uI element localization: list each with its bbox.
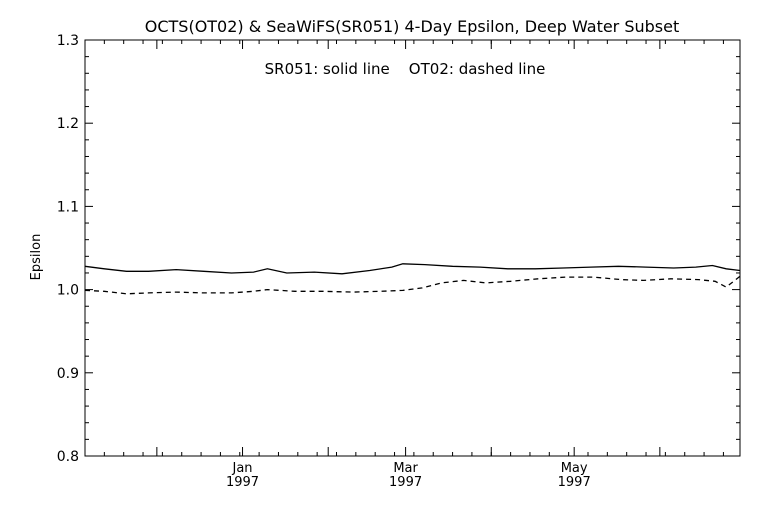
- x-tick-label-month: May: [561, 461, 588, 476]
- y-tick-label: 1.0: [57, 283, 79, 299]
- x-tick-label-year: 1997: [226, 475, 259, 490]
- y-tick-label: 0.8: [57, 449, 79, 465]
- chart-title: OCTS(OT02) & SeaWiFS(SR051) 4-Day Epsilo…: [145, 17, 680, 36]
- x-tick-label-year: 1997: [558, 475, 591, 490]
- plot-frame: [84, 39, 741, 457]
- series-annotation: SR051: solid line OT02: dashed line: [265, 60, 546, 78]
- series-layer: [84, 263, 741, 295]
- series-sr051-line: [84, 263, 741, 275]
- y-tick-label: 1.2: [57, 116, 79, 132]
- y-axis-label: Epsilon: [29, 234, 44, 281]
- y-tick-label: 1.3: [57, 33, 79, 49]
- y-axis: 0.8 0.9 1.0 1.1 1.2 1.3: [57, 33, 740, 465]
- y-tick-label: 0.9: [57, 366, 79, 382]
- y-tick-label: 1.1: [57, 199, 79, 215]
- x-tick-label-month: Jan: [232, 461, 253, 476]
- x-tick-label-year: 1997: [389, 475, 422, 490]
- series-ot02-line: [84, 275, 741, 295]
- x-tick-label-month: Mar: [393, 461, 418, 476]
